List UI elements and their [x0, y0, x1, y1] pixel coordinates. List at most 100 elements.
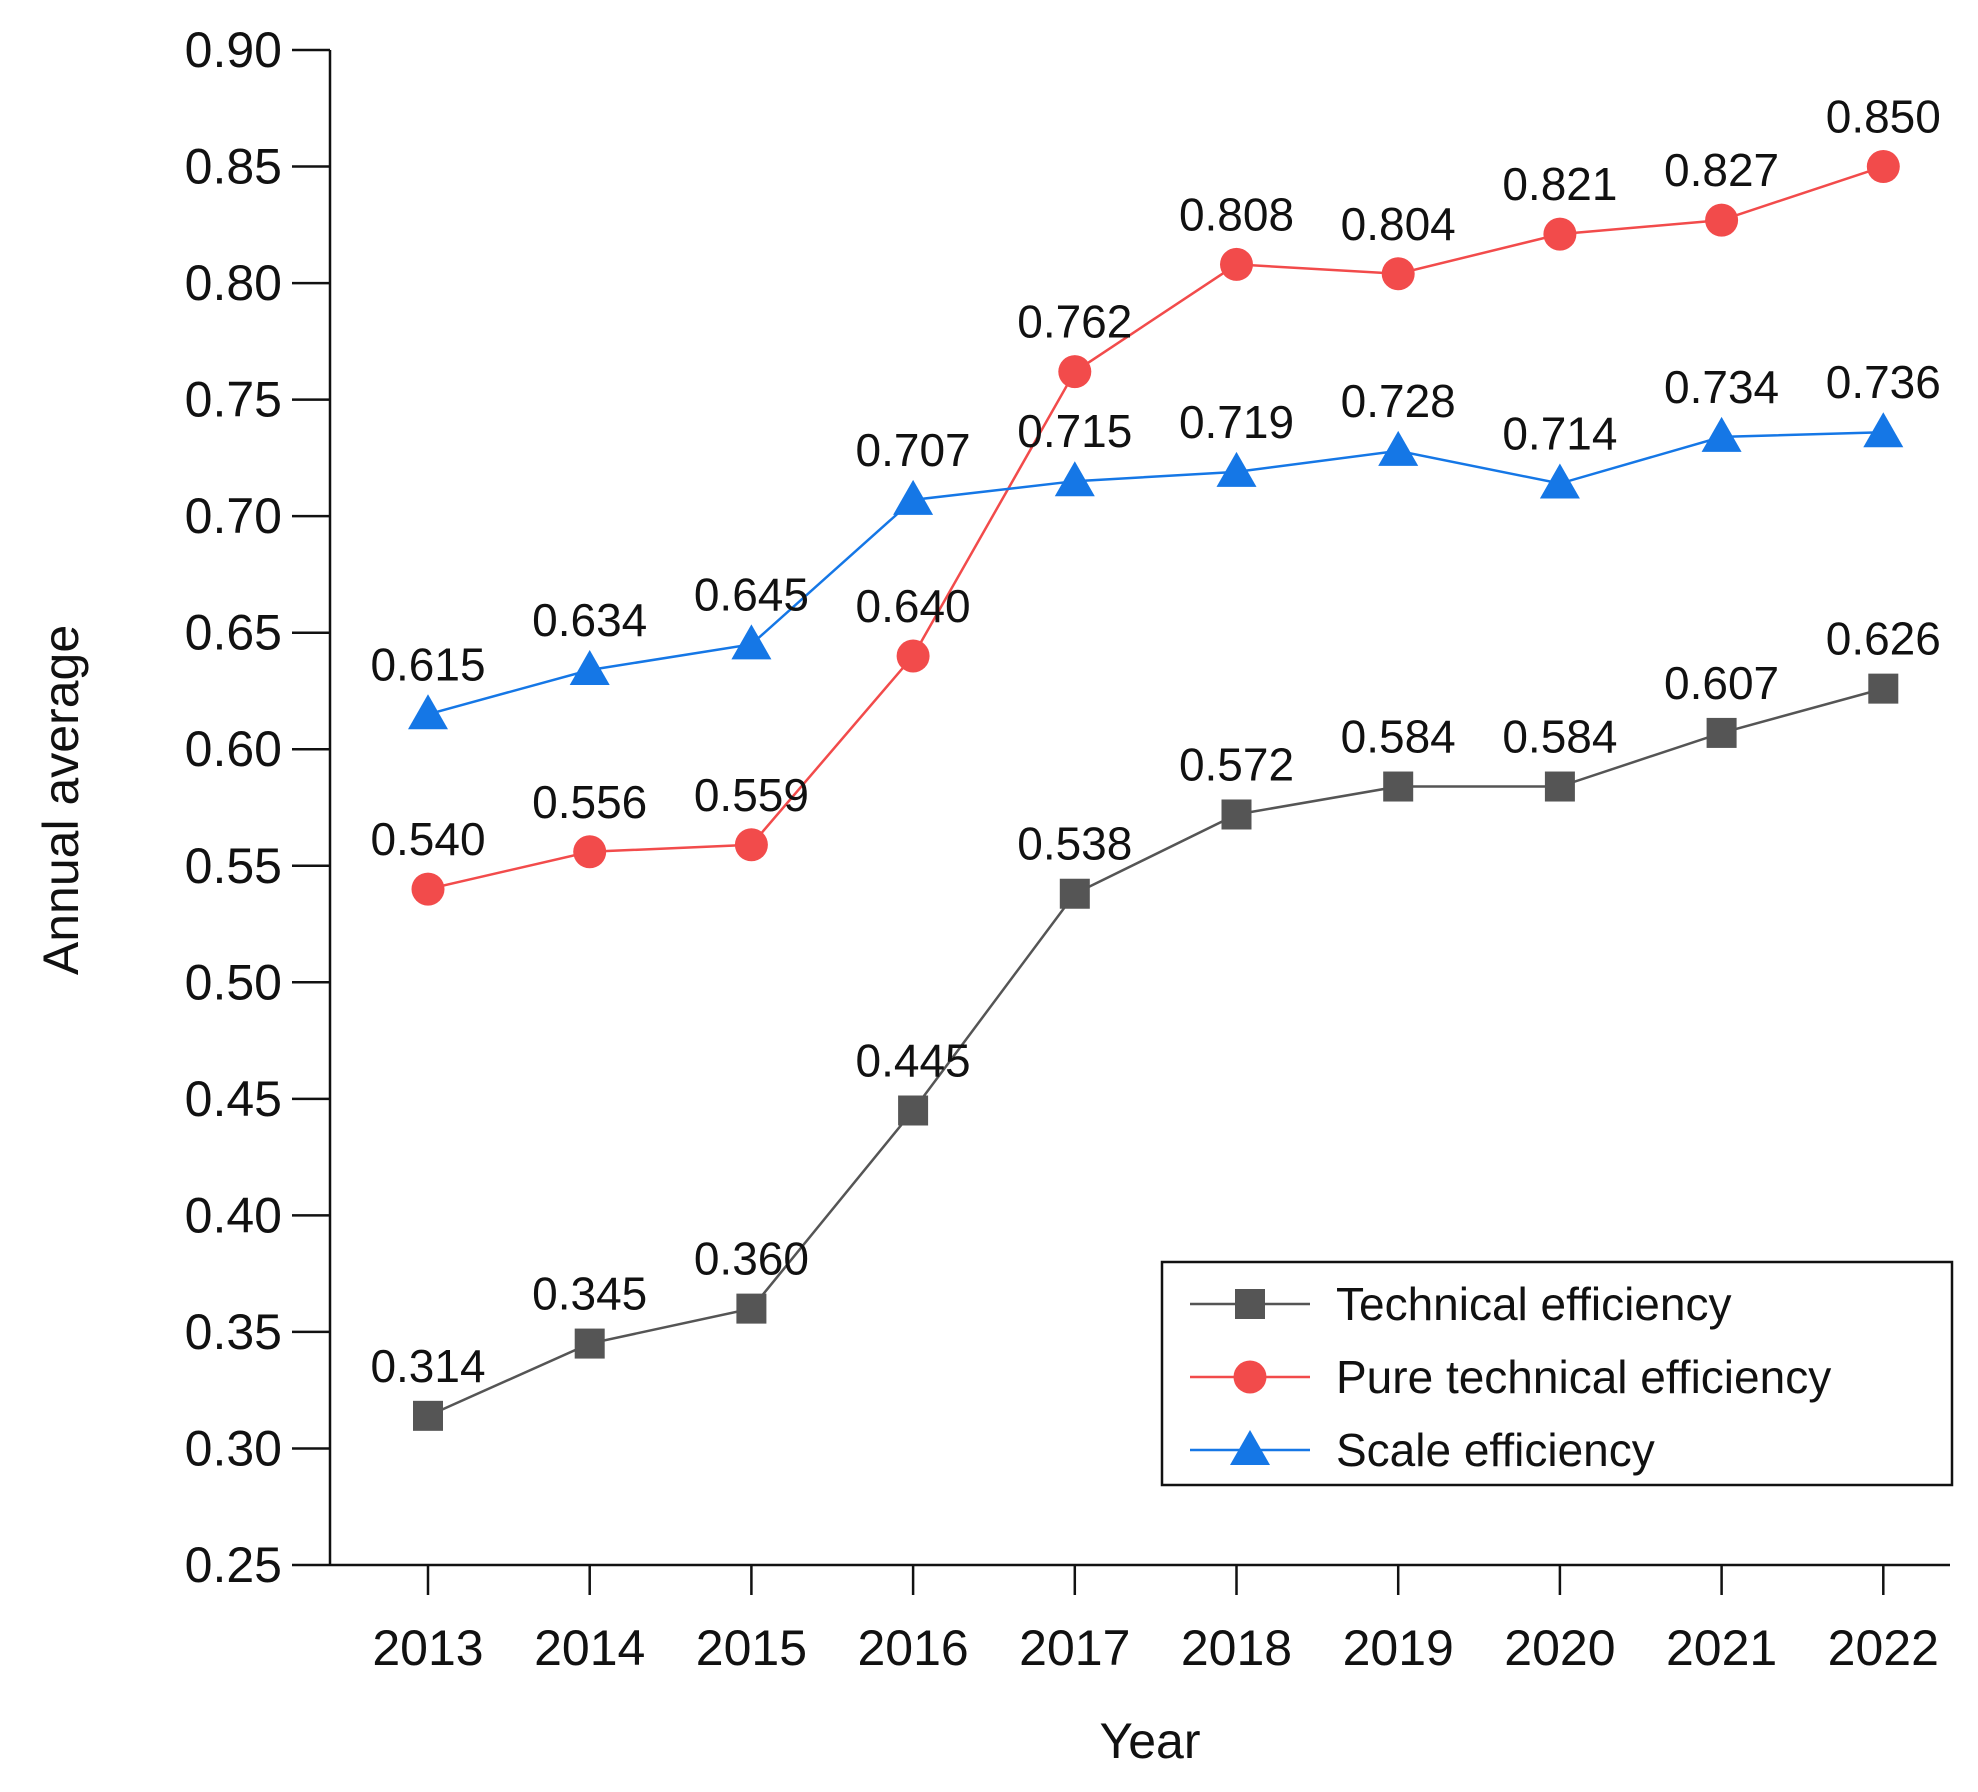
data-labels: 0.314 0.345 0.360 0.445 0.538 0.572 0.584 0.584… — [370, 91, 1940, 1392]
x-tick-label: 2018 — [1181, 1620, 1292, 1676]
x-tick-label: 2013 — [372, 1620, 483, 1676]
data-label-technical-efficiency: 0.584 — [1502, 711, 1617, 763]
x-tick-label: 2019 — [1343, 1620, 1454, 1676]
series-layer — [408, 150, 1904, 1431]
legend-label: Technical efficiency — [1336, 1278, 1731, 1330]
x-tick-label: 2020 — [1504, 1620, 1615, 1676]
data-point-technical-efficiency — [1868, 673, 1899, 704]
data-label-scale-efficiency: 0.736 — [1826, 356, 1941, 408]
legend-marker — [1233, 1360, 1267, 1394]
data-point-pure-technical-efficiency — [1220, 247, 1253, 281]
data-point-pure-technical-efficiency — [573, 835, 607, 869]
y-tick-label: 0.55 — [185, 838, 282, 894]
y-tick-label: 0.90 — [185, 22, 282, 78]
data-label-pure-technical-efficiency: 0.850 — [1826, 91, 1941, 143]
legend-item-technical-efficiency: Technical efficiency — [1190, 1278, 1731, 1330]
legend-marker — [1235, 1289, 1265, 1319]
data-point-technical-efficiency — [1383, 771, 1414, 802]
data-label-scale-efficiency: 0.734 — [1664, 361, 1779, 413]
data-point-pure-technical-efficiency — [896, 639, 930, 673]
data-label-technical-efficiency: 0.445 — [856, 1035, 971, 1087]
legend-item-scale-efficiency: Scale efficiency — [1190, 1424, 1655, 1476]
series-line-technical-efficiency — [427, 687, 1884, 1417]
y-tick-label: 0.65 — [185, 605, 282, 661]
data-point-technical-efficiency — [736, 1293, 767, 1324]
x-tick-label: 2021 — [1666, 1620, 1777, 1676]
data-label-pure-technical-efficiency: 0.540 — [370, 813, 485, 865]
x-tick-label: 2016 — [857, 1620, 968, 1676]
y-axis-title: Annual average — [33, 625, 89, 975]
data-point-technical-efficiency — [574, 1328, 605, 1359]
data-point-scale-efficiency — [1863, 412, 1904, 448]
data-label-technical-efficiency: 0.572 — [1179, 738, 1294, 790]
data-point-scale-efficiency — [1701, 416, 1742, 452]
data-label-pure-technical-efficiency: 0.762 — [1017, 296, 1132, 348]
x-axis-title: Year — [1099, 1713, 1200, 1769]
data-label-technical-efficiency: 0.626 — [1826, 613, 1941, 665]
legend-frame — [1160, 1260, 1954, 1487]
series-line-pure-technical-efficiency — [427, 165, 1884, 891]
data-label-scale-efficiency: 0.714 — [1502, 408, 1617, 460]
data-label-pure-technical-efficiency: 0.804 — [1341, 198, 1456, 250]
data-point-pure-technical-efficiency — [734, 828, 768, 862]
legend-marker — [1230, 1430, 1270, 1465]
data-point-pure-technical-efficiency — [1381, 257, 1415, 291]
x-tick-label: 2014 — [534, 1620, 645, 1676]
data-point-technical-efficiency — [1221, 799, 1252, 830]
data-point-scale-efficiency — [1378, 430, 1419, 466]
data-label-scale-efficiency: 0.728 — [1341, 375, 1456, 427]
data-point-scale-efficiency — [893, 479, 934, 515]
x-tick-label: 2017 — [1019, 1620, 1130, 1676]
data-label-scale-efficiency: 0.707 — [856, 424, 971, 476]
data-label-pure-technical-efficiency: 0.821 — [1502, 158, 1617, 210]
y-tick-label: 0.80 — [185, 255, 282, 311]
y-tick-label: 0.35 — [185, 1304, 282, 1360]
data-point-scale-efficiency — [408, 694, 448, 730]
legend: Technical efficiency Pure technical effic… — [1160, 1260, 1954, 1487]
axes: 0.25 0.30 0.35 0.40 0.45 0.50 0.55 0.60 0.65 0.70… — [185, 22, 1950, 1676]
data-point-technical-efficiency — [1544, 771, 1575, 802]
data-label-pure-technical-efficiency: 0.640 — [856, 580, 971, 632]
data-point-scale-efficiency — [1054, 461, 1095, 497]
data-point-pure-technical-efficiency — [1866, 150, 1900, 184]
legend-item-pure-technical-efficiency: Pure technical efficiency — [1190, 1351, 1831, 1403]
y-tick-label: 0.70 — [185, 488, 282, 544]
data-label-scale-efficiency: 0.719 — [1179, 396, 1294, 448]
data-label-technical-efficiency: 0.538 — [1017, 818, 1132, 870]
data-point-pure-technical-efficiency — [1543, 217, 1577, 251]
data-label-scale-efficiency: 0.645 — [694, 568, 809, 620]
data-label-pure-technical-efficiency: 0.556 — [532, 776, 647, 828]
data-label-pure-technical-efficiency: 0.808 — [1179, 188, 1294, 240]
data-point-technical-efficiency — [413, 1400, 443, 1431]
data-point-pure-technical-efficiency — [1705, 203, 1739, 237]
data-point-pure-technical-efficiency — [411, 872, 445, 906]
data-label-technical-efficiency: 0.345 — [532, 1268, 647, 1320]
y-tick-label: 0.40 — [185, 1187, 282, 1243]
data-label-technical-efficiency: 0.607 — [1664, 657, 1779, 709]
x-tick-label: 2015 — [696, 1620, 807, 1676]
data-label-scale-efficiency: 0.615 — [370, 638, 485, 690]
legend-label: Scale efficiency — [1336, 1424, 1655, 1476]
data-label-technical-efficiency: 0.314 — [370, 1340, 485, 1392]
x-tick-label: 2022 — [1828, 1620, 1939, 1676]
data-point-scale-efficiency — [1216, 451, 1257, 487]
data-point-technical-efficiency — [898, 1095, 929, 1126]
data-label-pure-technical-efficiency: 0.827 — [1664, 144, 1779, 196]
y-tick-label: 0.30 — [185, 1420, 282, 1476]
data-point-technical-efficiency — [1706, 717, 1737, 748]
data-point-pure-technical-efficiency — [1058, 355, 1092, 389]
y-tick-label: 0.50 — [185, 954, 282, 1010]
series-technical-efficiency — [413, 673, 1899, 1431]
series-line-scale-efficiency — [427, 430, 1884, 716]
legend-label: Pure technical efficiency — [1336, 1351, 1831, 1403]
data-label-pure-technical-efficiency: 0.559 — [694, 769, 809, 821]
data-label-technical-efficiency: 0.584 — [1341, 711, 1456, 763]
y-tick-label: 0.45 — [185, 1071, 282, 1127]
data-label-technical-efficiency: 0.360 — [694, 1233, 809, 1285]
y-tick-label: 0.25 — [185, 1537, 282, 1593]
series-scale-efficiency — [408, 412, 1904, 730]
data-label-scale-efficiency: 0.634 — [532, 594, 647, 646]
series-pure-technical-efficiency — [411, 150, 1900, 906]
data-point-scale-efficiency — [731, 624, 772, 660]
data-point-technical-efficiency — [1059, 878, 1090, 909]
